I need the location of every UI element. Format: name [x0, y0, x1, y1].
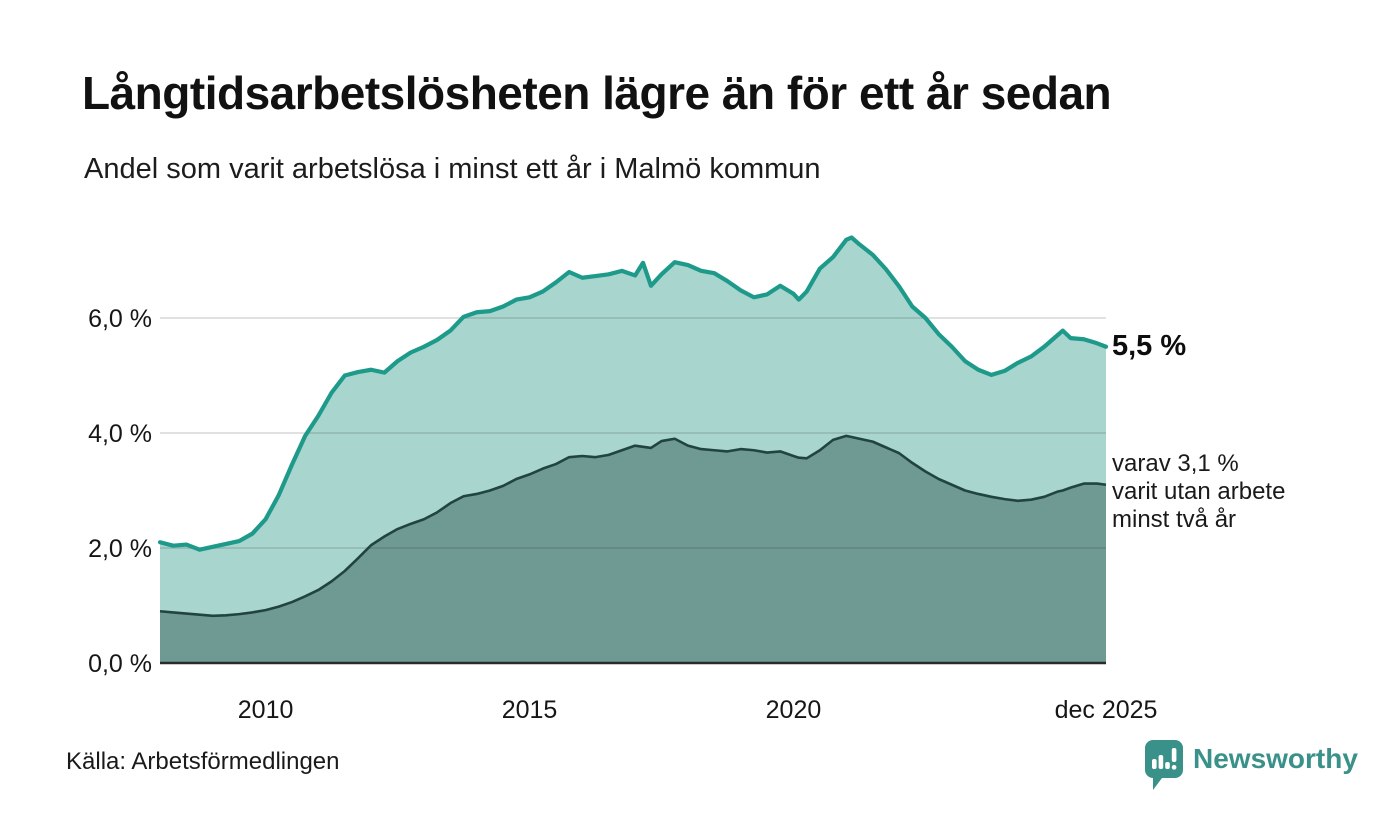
- series-end-label-subset-line2: varit utan arbete: [1112, 478, 1286, 505]
- source-attribution: Källa: Arbetsförmedlingen: [66, 748, 340, 775]
- y-tick-label-0: 0,0 %: [88, 650, 152, 678]
- series-end-label-subset-line1: varav 3,1 %: [1112, 450, 1239, 477]
- brand-wordmark: Newsworthy: [1193, 743, 1358, 774]
- logo-bubble-shape: [1145, 740, 1183, 790]
- x-tick-label-2010: 2010: [238, 696, 294, 724]
- area-at-least-two-years: [160, 435, 1106, 663]
- y-tick-label-4: 4,0 %: [88, 420, 152, 448]
- newsworthy-logo-icon: [1145, 740, 1183, 790]
- series-end-label-subset-line3: minst två år: [1112, 506, 1237, 533]
- area-at-least-one-year: [160, 237, 1106, 616]
- x-tick-label-2020: 2020: [766, 696, 822, 724]
- line-at-least-two-years: [159, 434, 1107, 618]
- page-subtitle: Andel som varit arbetslösa i minst ett å…: [84, 153, 821, 185]
- brand-logo: Newsworthy: [1144, 739, 1358, 791]
- x-tick-label-2015: 2015: [502, 696, 558, 724]
- line-at-least-one-year: [157, 235, 1109, 552]
- y-tick-label-2: 2,0 %: [88, 535, 152, 563]
- series-end-label-subset: varav 3,1 % varit utan arbete minst två …: [1112, 450, 1285, 534]
- x-tick-label-dec-2025: dec 2025: [1055, 696, 1158, 724]
- y-tick-label-6: 6,0 %: [88, 305, 152, 333]
- logo-barchart-glyph: [1152, 748, 1177, 770]
- page-title: Långtidsarbetslösheten lägre än för ett …: [82, 67, 1112, 119]
- series-end-label-total: 5,5 %: [1112, 330, 1187, 362]
